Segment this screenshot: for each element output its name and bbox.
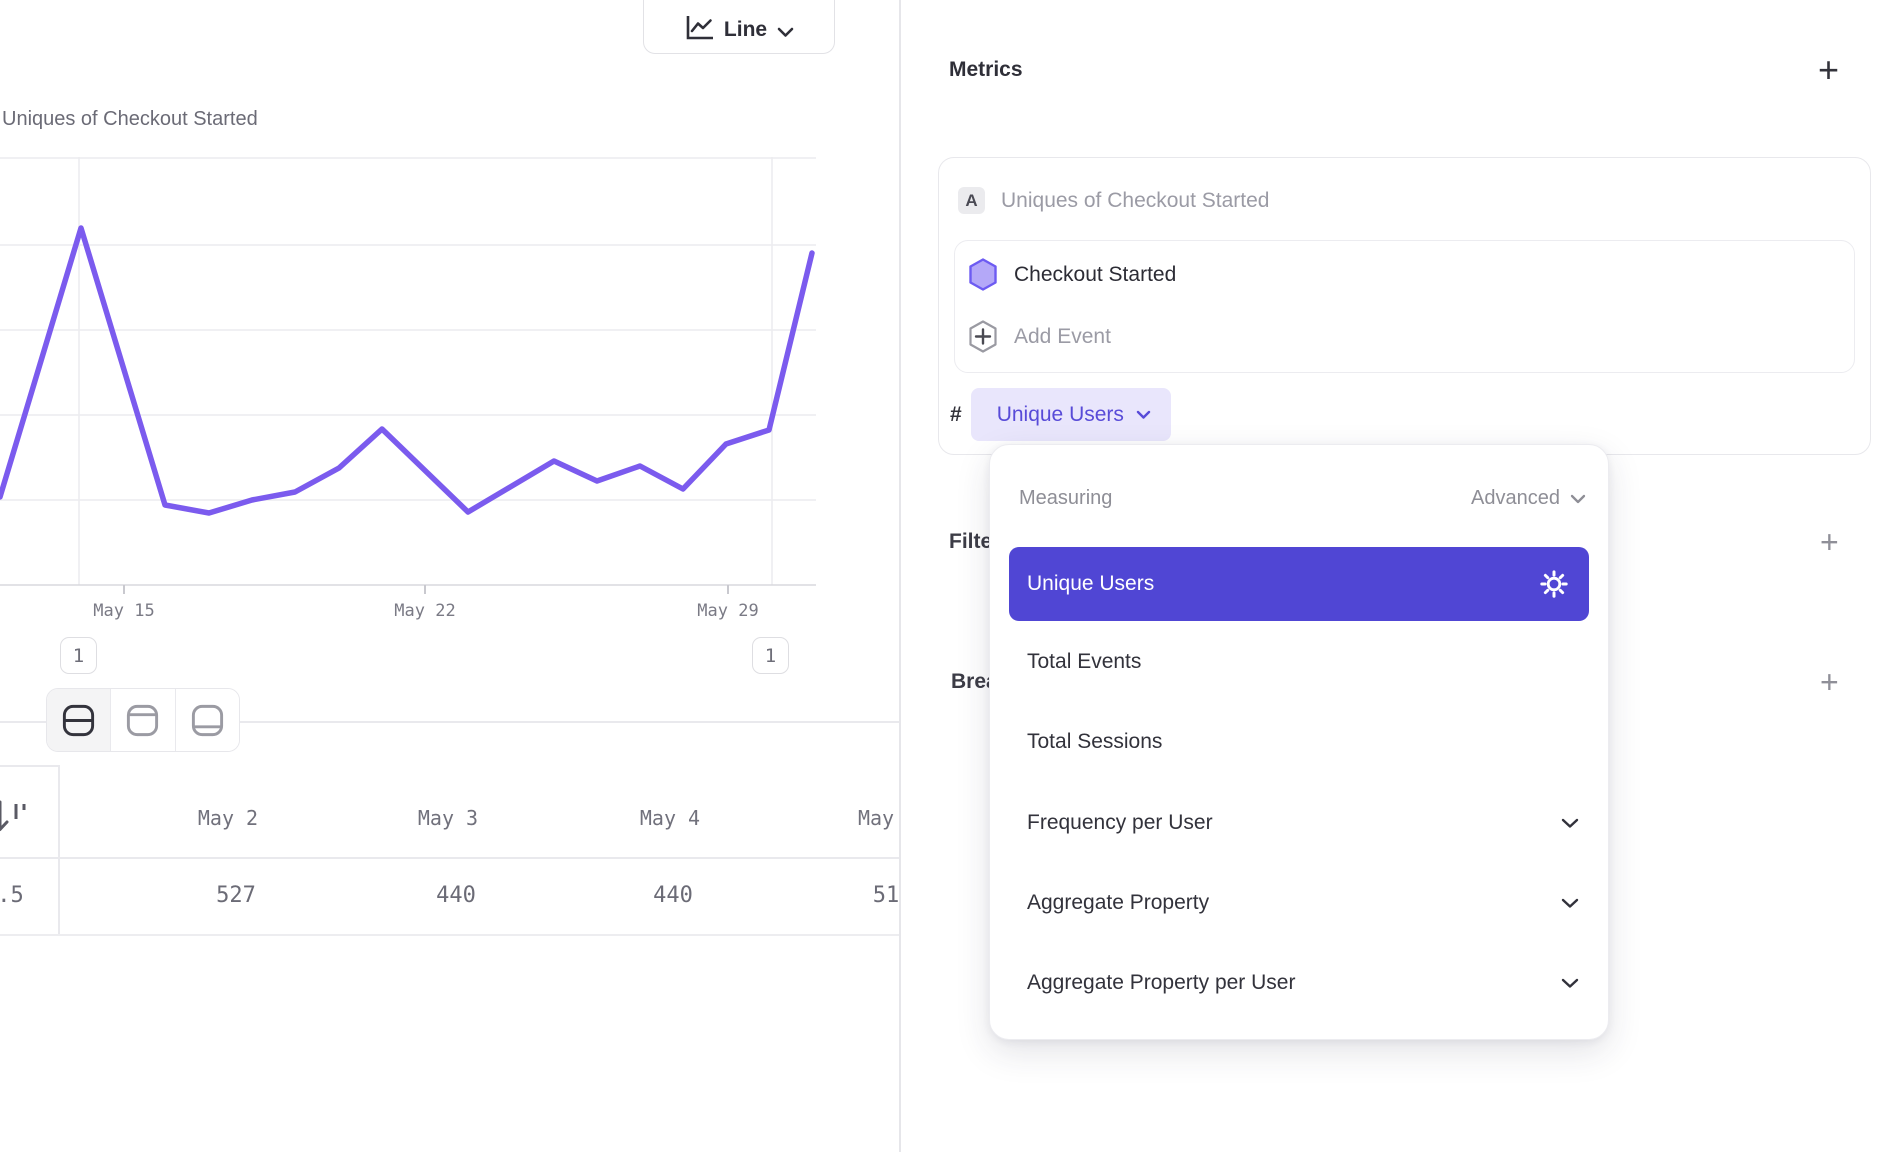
option-label: Total Sessions [1027,730,1163,753]
table-border [0,765,58,767]
top-row-icon [127,704,159,736]
metric-row-title: Uniques of Checkout Started [1001,188,1270,212]
measurement-selected-label: Unique Users [996,402,1124,426]
selected-option-label: Unique Users [1027,572,1155,595]
layout-table-only-button[interactable] [175,689,239,751]
sort-descending-icon[interactable] [0,797,36,839]
line-chart-icon [686,16,713,40]
event-item[interactable]: Checkout Started [968,258,1176,291]
table-column-header[interactable]: May [857,806,895,830]
table-column-header[interactable]: May 4 [639,806,701,830]
advanced-mode-toggle[interactable]: Advanced [1471,487,1586,510]
dropdown-option-unique-users[interactable]: Unique Users [1009,547,1589,621]
dropdown-option-total-events[interactable]: Total Events [1027,642,1579,682]
metrics-section-title: Metrics [949,58,1023,81]
measurement-selector-chip[interactable]: Unique Users [970,388,1171,441]
option-label: Aggregate Property [1027,891,1210,914]
table-cell: 440 [653,883,693,908]
dropdown-option-frequency-per-user[interactable]: Frequency per User [1027,803,1579,843]
dropdown-option-aggregate-property[interactable]: Aggregate Property [1027,883,1579,923]
option-label: Frequency per User [1027,811,1213,834]
split-rows-icon [63,704,95,736]
table-row-label: 0.5 [0,883,24,908]
event-hexagon-icon [969,258,997,291]
option-label: Aggregate Property per User [1027,971,1296,994]
add-event-label: Add Event [1014,324,1111,348]
svg-text:May 22: May 22 [394,601,455,621]
add-filter-button[interactable]: + [1820,524,1839,560]
chevron-down-icon [1561,978,1579,988]
chart-type-button[interactable]: Line [643,0,835,54]
table-cell: 51 [872,883,899,908]
svg-text:May 29: May 29 [697,601,758,621]
chevron-down-icon [1136,410,1151,419]
table-column-separator [58,765,60,936]
svg-text:May 15: May 15 [93,601,154,621]
metric-row-header[interactable]: A Uniques of Checkout Started [958,187,1270,214]
chevron-down-icon [777,27,794,37]
chevron-down-icon [1561,898,1579,908]
panel-divider [899,0,901,1152]
gear-icon[interactable] [1539,569,1569,599]
metric-card: A Uniques of Checkout Started Checkout S… [938,157,1871,455]
section-divider [0,721,899,723]
trend-line-chart[interactable]: May 15 May 22 May 29 [0,0,899,650]
add-breakdown-button[interactable]: + [1820,664,1839,700]
chart-type-label: Line [723,18,768,41]
table-column-header[interactable]: May 3 [417,806,479,830]
layout-toggle-group [46,688,240,752]
event-card: Checkout Started Add Event [954,240,1855,373]
metric-letter-badge: A [958,187,985,214]
measuring-label: Measuring [1019,487,1113,509]
measuring-dropdown-menu: Measuring Advanced Unique Users [989,444,1609,1040]
advanced-label: Advanced [1471,487,1560,509]
chevron-down-icon [1570,494,1586,503]
dropdown-option-aggregate-property-per-user[interactable]: Aggregate Property per User [1027,963,1579,1003]
layout-split-view-button[interactable] [47,689,112,751]
event-name: Checkout Started [1014,262,1177,286]
chart-panel: May 15 May 22 May 29 Uniques of Checkout S… [0,0,899,1152]
chart-series-title: Uniques of Checkout Started [2,108,258,130]
table-cell: 440 [436,883,476,908]
layout-chart-only-button[interactable] [111,689,176,751]
option-label: Total Events [1027,650,1142,673]
table-header-border [0,857,899,859]
annotation-badge[interactable]: 1 [752,637,789,674]
count-symbol: # [950,402,962,426]
table-column-header[interactable]: May 2 [197,806,259,830]
dropdown-option-total-sessions[interactable]: Total Sessions [1027,722,1579,762]
table-row-border [0,934,899,936]
annotation-badge[interactable]: 1 [60,637,97,674]
add-event-hexagon-icon [969,320,997,353]
add-metric-button[interactable]: + [1818,49,1840,90]
table-cell: 527 [216,883,256,908]
chevron-down-icon [1561,818,1579,828]
bottom-row-icon [191,704,223,736]
add-event-button[interactable]: Add Event [968,320,1111,353]
